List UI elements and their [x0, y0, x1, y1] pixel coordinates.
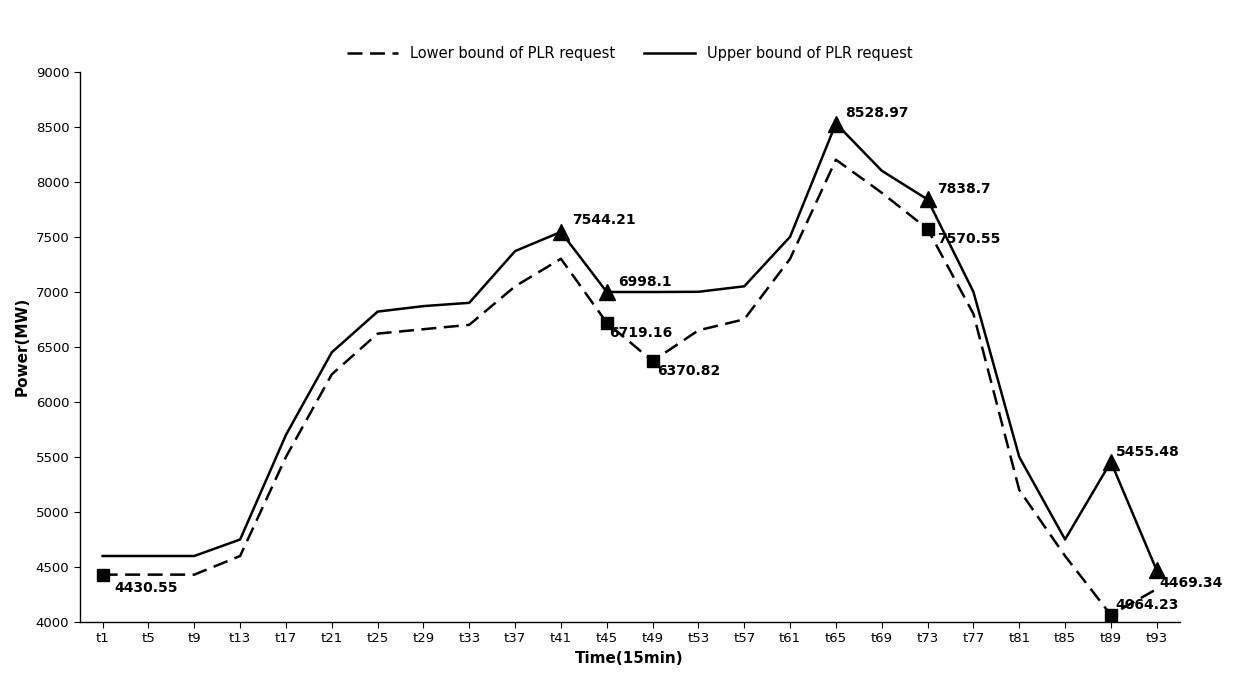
Text: 4430.55: 4430.55	[114, 581, 177, 595]
Text: 7544.21: 7544.21	[573, 214, 636, 227]
Text: 8528.97: 8528.97	[846, 106, 909, 121]
Y-axis label: Power(MW): Power(MW)	[15, 297, 30, 396]
Text: 4469.34: 4469.34	[1159, 576, 1223, 590]
Text: 6370.82: 6370.82	[657, 364, 720, 379]
Text: 6998.1: 6998.1	[619, 274, 672, 289]
Legend: Lower bound of PLR request, Upper bound of PLR request: Lower bound of PLR request, Upper bound …	[341, 40, 918, 67]
X-axis label: Time(15min): Time(15min)	[575, 651, 684, 666]
Text: 4064.23: 4064.23	[1116, 598, 1179, 612]
Text: 6719.16: 6719.16	[609, 326, 672, 340]
Text: 7838.7: 7838.7	[936, 183, 991, 196]
Text: 5455.48: 5455.48	[1116, 445, 1179, 458]
Text: 7570.55: 7570.55	[936, 232, 1001, 247]
